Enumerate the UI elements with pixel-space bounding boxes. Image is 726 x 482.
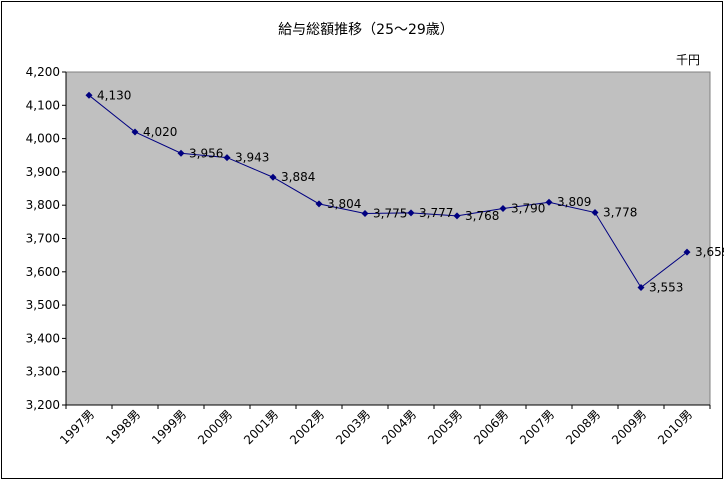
data-point [361,210,369,218]
data-point [683,248,691,256]
unit-label: 千円 [676,53,700,67]
data-point [453,212,461,220]
y-tick-label: 3,600 [26,265,60,279]
data-label: 3,768 [465,209,499,223]
x-tick-label: 2000男 [195,407,235,447]
data-point [637,283,645,291]
data-point [591,209,599,217]
data-label-layer: 4,130 4,020 3,956 3,943 3,884 3,804 3,775 3,777… [97,88,724,294]
data-label: 3,956 [189,146,223,160]
data-point [499,205,507,213]
x-tick-label: 2003男 [333,407,373,447]
y-tick-label: 3,900 [26,165,60,179]
data-point [315,200,323,208]
x-tick-label: 1999男 [149,407,189,447]
y-tick-label: 3,300 [26,365,60,379]
x-tick-label: 2002男 [287,407,327,447]
data-point [85,91,93,99]
data-point [545,198,553,206]
y-tick-label: 3,200 [26,398,60,412]
data-point [407,209,415,217]
y-tick-label: 3,700 [26,232,60,246]
data-label: 3,553 [649,280,683,294]
y-tick-label: 3,400 [26,331,60,345]
x-axis: 1997男 1998男 1999男 2000男 2001男 2002男 2003男 2004男… [57,404,711,447]
data-label: 3,778 [603,206,637,220]
x-tick-label: 2009男 [609,407,649,447]
data-label: 3,777 [419,206,453,220]
x-tick-label: 2007男 [517,407,557,447]
x-tick-label: 2008男 [563,407,603,447]
y-tick-label: 4,100 [26,98,60,112]
data-label: 3,809 [557,195,591,209]
data-label: 3,659 [695,245,724,259]
data-point [269,173,277,181]
data-label: 3,943 [235,151,269,165]
x-tick-label: 1997男 [57,407,97,447]
series-line [88,94,688,289]
y-tick-label: 4,200 [26,65,60,79]
y-tick-label: 3,500 [26,298,60,312]
y-tick-label: 4,000 [26,132,60,146]
plot-area [65,71,711,406]
data-point [131,128,139,136]
data-point [177,149,185,157]
data-label: 4,020 [143,125,177,139]
y-axis: 3,200 3,300 3,400 3,500 3,600 3,700 3,800 3,900… [26,65,67,412]
data-label: 3,884 [281,170,315,184]
series-layer [85,91,691,291]
data-label: 4,130 [97,88,131,102]
data-label: 3,790 [511,202,545,216]
x-tick-label: 2004男 [379,407,419,447]
x-tick-label: 2001男 [241,407,281,447]
chart-title: 給与総額推移（25～29歳） [278,22,454,38]
data-point [223,154,231,162]
data-label: 3,775 [373,207,407,221]
x-tick-label: 2006男 [471,407,511,447]
x-tick-label: 2005男 [425,407,465,447]
y-tick-label: 3,800 [26,198,60,212]
x-tick-label: 1998男 [103,407,143,447]
data-label: 3,804 [327,197,361,211]
x-tick-label: 2010男 [655,407,695,447]
